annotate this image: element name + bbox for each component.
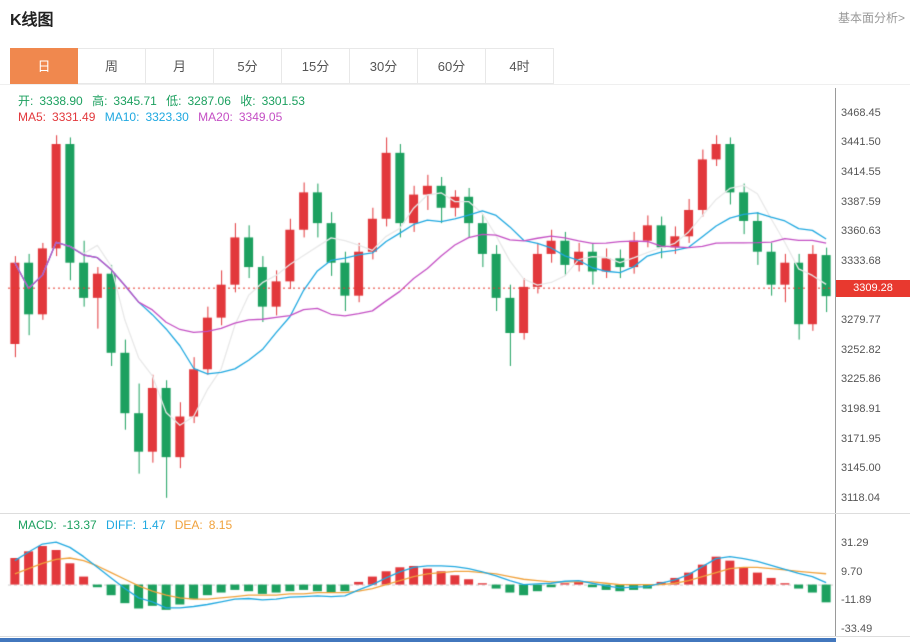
price-axis-label: 3441.50: [841, 136, 881, 149]
price-axis-label: 3333.68: [841, 254, 881, 267]
time-scrollbar[interactable]: [0, 638, 836, 642]
open-label: 开:: [18, 94, 34, 108]
price-axis-label: 3171.95: [841, 432, 881, 445]
macd-value: -13.37: [62, 518, 97, 532]
dea-label: DEA:: [174, 518, 203, 532]
high-value: 3345.71: [113, 94, 157, 108]
price-axis-label: 3225.86: [841, 373, 881, 386]
price-axis-label: 3414.55: [841, 165, 881, 178]
ma5-label: MA5:: [18, 110, 47, 124]
macd-legend: MACD: -13.37 DIFF: 1.47 DEA: 8.15: [18, 518, 238, 532]
diff-label: DIFF:: [106, 518, 137, 532]
ma-legend: MA5: 3331.49 MA10: 3323.30 MA20: 3349.05: [18, 110, 288, 124]
macd-axis-label: -33.49: [841, 623, 873, 636]
macd-axis-label: 9.70: [841, 565, 863, 578]
price-axis-label: 3252.82: [841, 343, 881, 356]
close-label: 收:: [240, 94, 256, 108]
macd-axis-label: 31.29: [841, 536, 869, 549]
price-axis-label: 3118.04: [841, 491, 880, 504]
current-price-tag: 3309.28: [836, 279, 910, 297]
price-axis-label: 3145.00: [841, 462, 881, 475]
price-axis-label: 3198.91: [841, 402, 881, 415]
ma10-value: 3323.30: [145, 110, 189, 124]
diff-value: 1.47: [142, 518, 166, 532]
bottom-divider: [0, 636, 910, 637]
close-value: 3301.53: [261, 94, 305, 108]
price-axis-label: 3279.77: [841, 314, 881, 327]
ma20-label: MA20:: [198, 110, 233, 124]
price-axis-label: 3360.63: [841, 225, 881, 238]
price-axis-label: 3468.45: [841, 106, 881, 119]
dea-value: 8.15: [208, 518, 233, 532]
low-label: 低:: [166, 94, 182, 108]
high-label: 高:: [92, 94, 108, 108]
ma20-value: 3349.05: [238, 110, 283, 124]
ohlc-legend: 开: 3338.90 高: 3345.71 低: 3287.06 收: 3301.53: [18, 92, 311, 109]
price-axis-line: [835, 88, 836, 636]
ma10-label: MA10:: [104, 110, 140, 124]
panel-divider: [0, 513, 910, 514]
macd-label: MACD:: [18, 518, 57, 532]
open-value: 3338.90: [39, 94, 83, 108]
low-value: 3287.06: [187, 94, 231, 108]
ma5-value: 3331.49: [52, 110, 96, 124]
price-axis-label: 3387.59: [841, 195, 881, 208]
macd-axis-label: -11.89: [841, 594, 872, 607]
